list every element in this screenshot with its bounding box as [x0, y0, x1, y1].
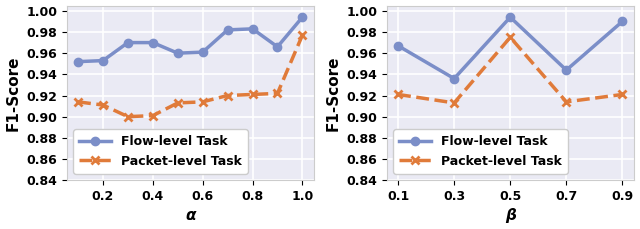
Packet-level Task — [298, 34, 306, 37]
Flow-level Task — [298, 16, 306, 19]
Line: Packet-level Task: Packet-level Task — [394, 33, 627, 107]
Packet-level Task — [451, 101, 458, 104]
Flow-level Task — [124, 41, 132, 44]
Packet-level Task — [124, 115, 132, 118]
Flow-level Task — [149, 41, 157, 44]
Y-axis label: F1-Score: F1-Score — [6, 55, 20, 131]
Line: Packet-level Task: Packet-level Task — [74, 31, 307, 121]
Packet-level Task — [224, 94, 232, 97]
Line: Flow-level Task: Flow-level Task — [394, 13, 627, 83]
Packet-level Task — [394, 93, 402, 96]
Flow-level Task — [174, 52, 182, 55]
Flow-level Task — [394, 44, 402, 47]
Y-axis label: F1-Score: F1-Score — [326, 55, 340, 131]
Packet-level Task — [249, 93, 257, 96]
Packet-level Task — [149, 114, 157, 117]
Legend: Flow-level Task, Packet-level Task: Flow-level Task, Packet-level Task — [73, 129, 248, 174]
X-axis label: β: β — [505, 208, 516, 224]
Flow-level Task — [74, 60, 82, 63]
Flow-level Task — [619, 20, 627, 23]
Packet-level Task — [563, 101, 570, 103]
Flow-level Task — [249, 27, 257, 30]
Packet-level Task — [619, 93, 627, 96]
Packet-level Task — [99, 104, 107, 106]
Packet-level Task — [74, 101, 82, 103]
Flow-level Task — [224, 29, 232, 31]
Packet-level Task — [274, 92, 282, 95]
Flow-level Task — [99, 59, 107, 62]
Packet-level Task — [199, 101, 207, 103]
Legend: Flow-level Task, Packet-level Task: Flow-level Task, Packet-level Task — [393, 129, 568, 174]
Flow-level Task — [506, 16, 514, 19]
X-axis label: α: α — [185, 208, 195, 224]
Packet-level Task — [174, 101, 182, 104]
Line: Flow-level Task: Flow-level Task — [74, 13, 307, 66]
Flow-level Task — [199, 51, 207, 54]
Flow-level Task — [274, 45, 282, 48]
Packet-level Task — [506, 36, 514, 39]
Flow-level Task — [563, 69, 570, 71]
Flow-level Task — [451, 77, 458, 80]
